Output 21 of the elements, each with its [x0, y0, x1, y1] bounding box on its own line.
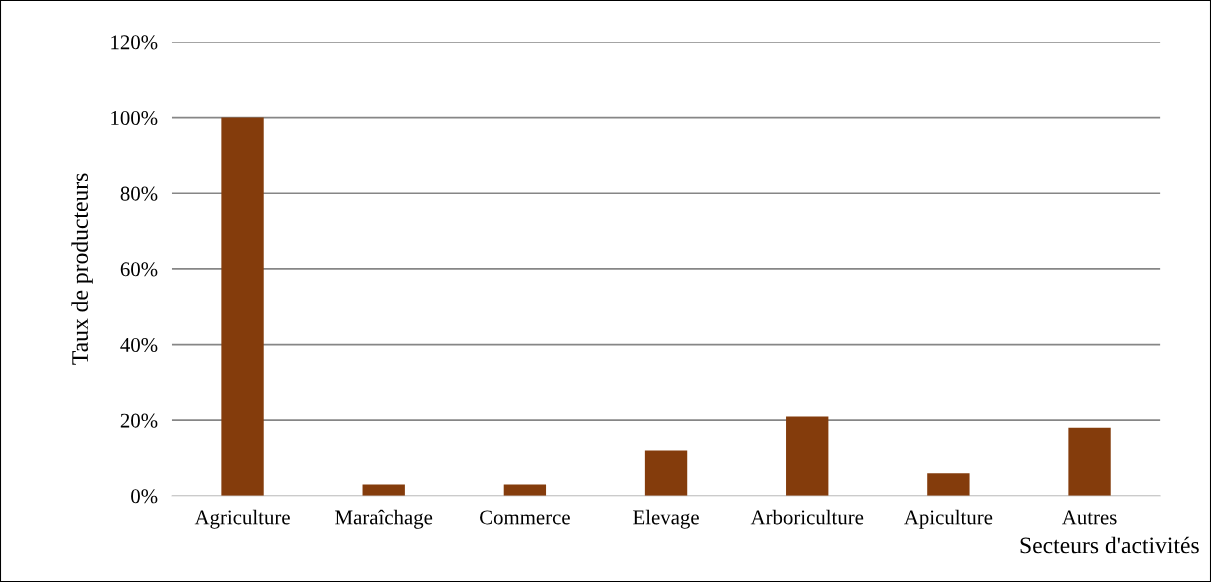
y-axis-title: Taux de producteurs [71, 173, 93, 365]
y-tick-label: 80% [120, 186, 158, 201]
x-tick-label: Maraîchage [335, 509, 433, 529]
y-tick-label: 120% [111, 35, 158, 50]
x-axis-title: Secteurs d'activités [1020, 536, 1199, 554]
x-tick-label: Elevage [633, 509, 699, 529]
x-tick-label: Autres [1061, 510, 1117, 525]
bar [786, 416, 829, 496]
x-tick-label: Apiculture [904, 509, 993, 529]
y-tick-label: 40% [120, 337, 158, 353]
bar [1068, 427, 1111, 496]
bar [927, 473, 970, 496]
x-tick-label: Agriculture [194, 509, 290, 529]
x-tick-label: Commerce [480, 510, 570, 525]
y-tick-label: 20% [120, 413, 158, 428]
x-tick-label: Arboriculture [750, 509, 864, 525]
y-tick-label: 100% [111, 110, 158, 126]
bar [644, 450, 688, 496]
y-tick-label: 0% [131, 489, 158, 504]
y-tick-label: 60% [120, 262, 158, 277]
bar [221, 117, 264, 496]
